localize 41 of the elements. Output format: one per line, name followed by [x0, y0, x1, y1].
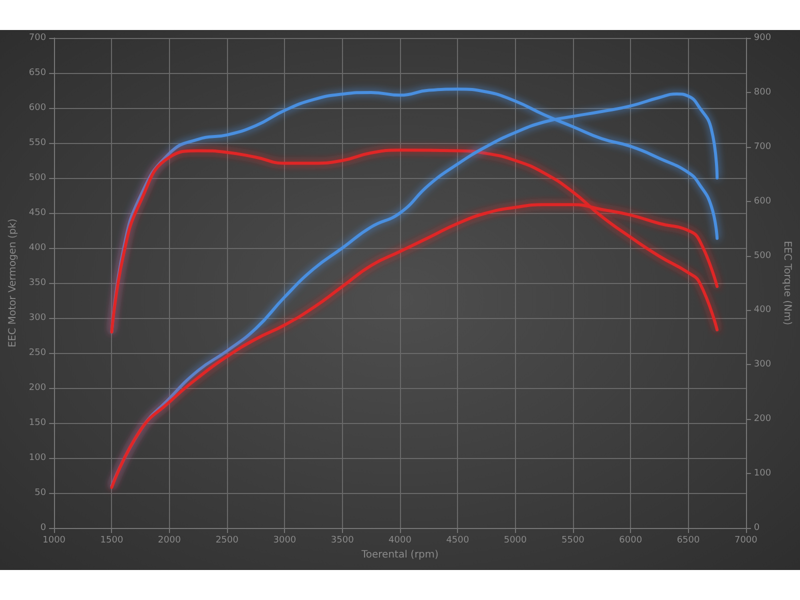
- y2-tick-label: 900: [754, 33, 772, 43]
- y-tick-label: 700: [28, 33, 46, 43]
- y-tick-label: 550: [28, 138, 46, 148]
- y2-tick-label: 300: [754, 360, 772, 370]
- y-tick-label: 600: [28, 103, 46, 113]
- y2-tick-label: 600: [754, 196, 772, 206]
- y-tick-label: 400: [28, 243, 46, 253]
- x-tick-label: 3000: [273, 536, 296, 546]
- x-axis-title: Toerental (rpm): [360, 550, 439, 560]
- x-tick-label: 2500: [216, 536, 239, 546]
- y2-tick-label: 200: [754, 414, 772, 424]
- y-tick-label: 50: [34, 488, 46, 498]
- x-tick-label: 1500: [100, 536, 124, 546]
- y2-tick-label: 100: [754, 468, 772, 479]
- y2-tick-label: 700: [754, 142, 772, 152]
- y2-tick-label: 400: [754, 305, 772, 316]
- x-tick-label: 1000: [42, 536, 66, 546]
- y-tick-label: 450: [28, 208, 46, 218]
- x-tick-label: 7000: [734, 536, 758, 546]
- y-tick-label: 150: [28, 418, 46, 428]
- y-tick-label: 200: [28, 383, 46, 393]
- y2-axis-title: EEC Torque (Nm): [782, 240, 792, 326]
- x-tick-label: 6000: [619, 536, 642, 546]
- x-tick-label: 5500: [562, 536, 585, 546]
- y2-tick-label: 800: [754, 87, 772, 98]
- y-tick-label: 350: [28, 278, 46, 288]
- x-tick-label: 6500: [676, 536, 700, 546]
- x-tick-label: 3500: [330, 536, 354, 546]
- x-tick-label: 2000: [158, 536, 182, 546]
- y-tick-label: 650: [28, 68, 46, 78]
- y-tick-label: 300: [28, 313, 46, 323]
- x-tick-label: 4000: [388, 536, 412, 546]
- y-tick-label: 100: [28, 453, 46, 463]
- y2-tick-label: 0: [754, 523, 760, 533]
- y-axis-title: EEC Motor Vermogen (pk): [8, 218, 18, 348]
- y-tick-label: 500: [28, 173, 46, 183]
- y2-tick-label: 500: [754, 250, 772, 261]
- y-tick-label: 0: [40, 523, 46, 533]
- x-tick-label: 4500: [446, 536, 470, 546]
- x-tick-label: 5000: [504, 536, 528, 546]
- y-tick-label: 250: [28, 348, 46, 358]
